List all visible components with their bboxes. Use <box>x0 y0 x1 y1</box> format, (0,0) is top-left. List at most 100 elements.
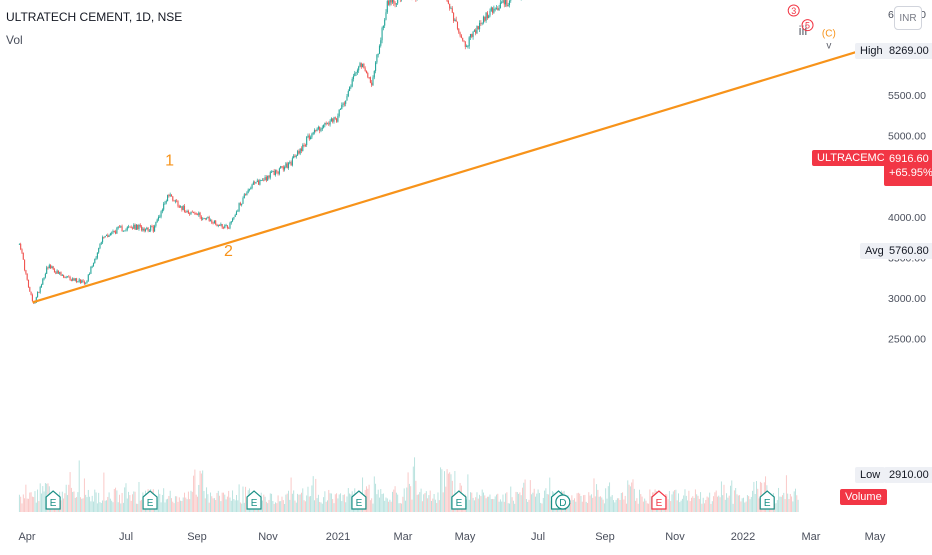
volume-bar <box>581 496 582 512</box>
volume-bar <box>674 490 675 512</box>
volume-bar <box>311 485 312 512</box>
candle-body <box>53 266 54 269</box>
volume-bar <box>636 498 637 512</box>
candle-body <box>187 211 188 212</box>
candle-body <box>374 71 375 77</box>
volume-bar <box>331 494 332 512</box>
candle-body <box>367 73 368 77</box>
wave-label: (C) <box>822 29 836 40</box>
candle-body <box>122 226 123 231</box>
candle-body <box>371 83 372 86</box>
candle-body <box>333 117 334 121</box>
volume-bar <box>328 490 329 512</box>
candle-body <box>159 217 160 218</box>
candle-body <box>476 26 477 33</box>
volume-bar <box>418 494 419 512</box>
candle-body <box>379 46 380 54</box>
volume-bar <box>516 492 517 512</box>
candle-body <box>461 35 462 37</box>
volume-bar <box>694 498 695 512</box>
volume-bar <box>171 498 172 512</box>
volume-bar <box>737 494 738 512</box>
candle-body <box>66 277 67 278</box>
volume-bar <box>776 503 777 512</box>
volume-bar <box>505 493 506 512</box>
volume-bar <box>341 501 342 512</box>
volume-bar <box>432 499 433 512</box>
volume-bar <box>66 485 67 512</box>
volume-bar <box>319 502 320 512</box>
candle-body <box>369 77 370 78</box>
volume-bar <box>114 489 115 512</box>
volume-bar <box>742 498 743 512</box>
candle-body <box>236 212 237 215</box>
volume-bar <box>588 492 589 512</box>
earnings-marker-text: E <box>356 498 363 509</box>
volume-bar <box>508 503 509 512</box>
volume-bar <box>471 493 472 512</box>
volume-bar <box>739 495 740 512</box>
volume-bar <box>444 471 445 512</box>
volume-bar <box>334 503 335 512</box>
volume-bar <box>293 490 294 512</box>
volume-bar <box>102 500 103 512</box>
volume-bar <box>626 504 627 512</box>
earnings-marker-text: E <box>656 498 663 509</box>
candle-body <box>77 282 78 283</box>
volume-bar <box>526 499 527 512</box>
volume-bar <box>227 497 228 512</box>
candle-body <box>382 28 383 40</box>
volume-bar <box>687 500 688 512</box>
volume-bar <box>638 504 639 512</box>
candle-body <box>90 267 91 274</box>
candle-body <box>323 125 324 128</box>
volume-bar <box>348 488 349 512</box>
volume-bar <box>428 495 429 512</box>
volume-bar <box>605 488 606 512</box>
candle-body <box>98 248 99 252</box>
candle-body <box>480 23 481 24</box>
candle-body <box>106 235 107 236</box>
volume-bar <box>419 492 420 512</box>
volume-bar <box>370 500 371 512</box>
volume-bar <box>42 486 43 512</box>
volume-tag: Volume <box>840 489 887 505</box>
volume-bar <box>431 501 432 512</box>
volume-bar <box>399 503 400 512</box>
volume-bar <box>380 489 381 512</box>
candle-body <box>202 219 203 220</box>
volume-bar <box>695 489 696 512</box>
y-tick-label: 4000.00 <box>888 212 926 224</box>
volume-bar <box>785 499 786 512</box>
volume-bar <box>63 499 64 512</box>
chart-title: ULTRATECH CEMENT, 1D, NSE <box>6 10 182 24</box>
volume-bar <box>401 504 402 512</box>
volume-bar <box>599 497 600 512</box>
volume-bar <box>240 502 241 512</box>
volume-bar <box>707 497 708 512</box>
candle-body <box>233 217 234 219</box>
volume-bar <box>118 502 119 512</box>
volume-bar <box>548 494 549 512</box>
candle-body <box>25 270 26 273</box>
volume-bar <box>374 476 375 512</box>
volume-bar <box>62 492 63 512</box>
volume-bar <box>492 499 493 512</box>
candle-body <box>249 189 250 190</box>
volume-bar <box>107 497 108 512</box>
volume-bar <box>506 492 507 512</box>
volume-bar <box>165 502 166 512</box>
volume-bar <box>202 470 203 512</box>
candle-body <box>492 7 493 12</box>
candle-body <box>158 217 159 220</box>
volume-bar <box>700 492 701 512</box>
currency-button[interactable]: INR <box>894 6 922 30</box>
candle-body <box>297 151 298 155</box>
candle-body <box>456 20 457 22</box>
volume-bar <box>578 493 579 512</box>
earnings-marker-icon: E <box>452 491 466 509</box>
volume-bar <box>790 494 791 512</box>
x-tick-label: Mar <box>394 531 413 543</box>
